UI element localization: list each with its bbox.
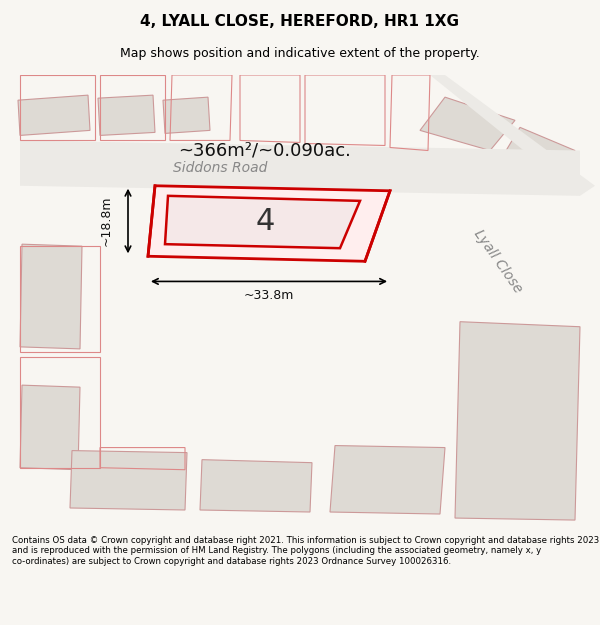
Polygon shape [20,385,80,470]
Polygon shape [165,196,360,248]
Polygon shape [430,75,595,196]
Polygon shape [420,97,515,151]
Polygon shape [330,446,445,514]
Text: 4, LYALL CLOSE, HEREFORD, HR1 1XG: 4, LYALL CLOSE, HEREFORD, HR1 1XG [140,14,460,29]
Text: ~18.8m: ~18.8m [100,196,113,246]
Text: Siddons Road: Siddons Road [173,161,267,174]
Polygon shape [163,97,210,133]
Text: Map shows position and indicative extent of the property.: Map shows position and indicative extent… [120,48,480,61]
Polygon shape [20,141,580,196]
Polygon shape [70,451,187,510]
Polygon shape [455,322,580,520]
Text: 4: 4 [256,206,275,236]
Polygon shape [148,186,390,261]
Polygon shape [200,459,312,512]
Text: Lyall Close: Lyall Close [471,227,525,296]
Polygon shape [98,95,155,136]
Text: ~33.8m: ~33.8m [244,289,294,302]
Polygon shape [500,127,575,181]
Polygon shape [18,95,90,136]
Text: Contains OS data © Crown copyright and database right 2021. This information is : Contains OS data © Crown copyright and d… [12,536,599,566]
Text: ~366m²/~0.090ac.: ~366m²/~0.090ac. [179,141,352,159]
Polygon shape [20,244,82,349]
